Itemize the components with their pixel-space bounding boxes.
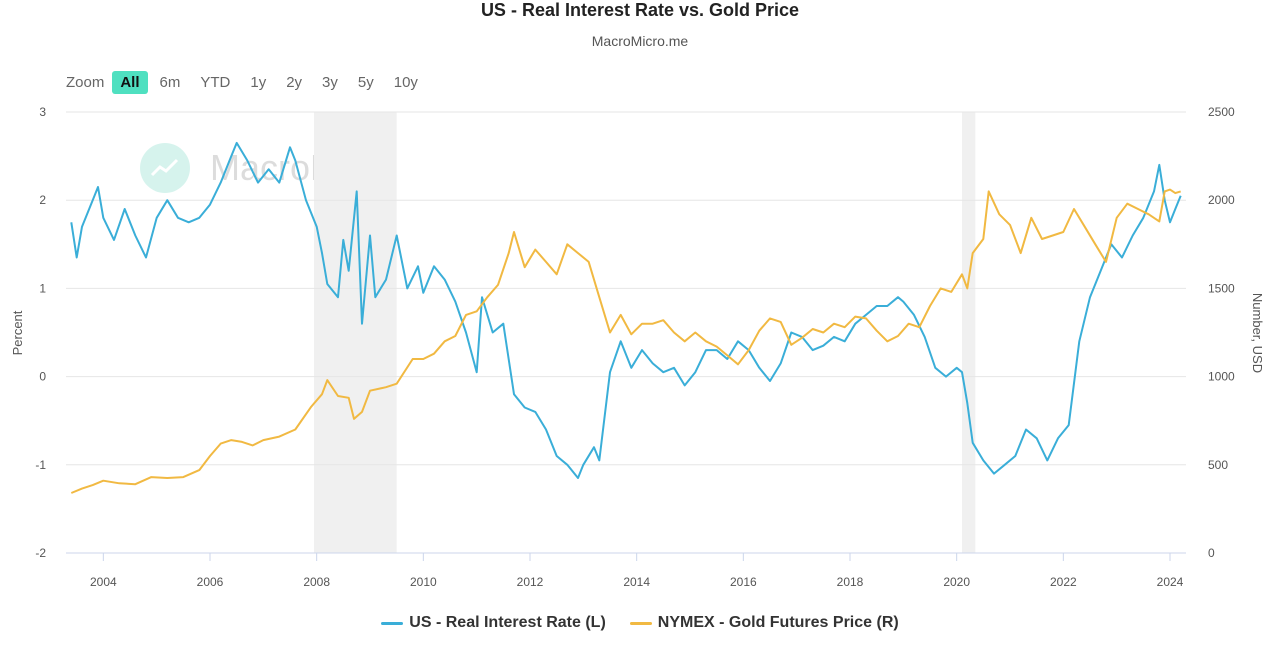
x-tick-label: 2006 — [197, 575, 224, 589]
y-left-tick-label: -2 — [35, 546, 46, 560]
zoom-button-5y[interactable]: 5y — [357, 73, 374, 91]
x-tick-label: 2008 — [303, 575, 330, 589]
y-left-tick-label: 2 — [39, 193, 46, 207]
x-tick-label: 2016 — [730, 575, 757, 589]
x-tick-label: 2014 — [623, 575, 650, 589]
legend: US - Real Interest Rate (L) NYMEX - Gold… — [0, 614, 1280, 632]
legend-label-real-rate: US - Real Interest Rate (L) — [409, 614, 606, 631]
recession-shade-0 — [314, 112, 397, 553]
x-tick-label: 2020 — [943, 575, 970, 589]
series-line-gold — [70, 188, 1182, 494]
y-left-tick-label: -1 — [35, 458, 46, 472]
y-right-tick-label: 2500 — [1208, 105, 1235, 119]
zoom-button-ytd[interactable]: YTD — [200, 73, 231, 91]
y-right-axis-title: Number, USD — [1250, 293, 1265, 373]
zoom-button-1y[interactable]: 1y — [250, 73, 267, 91]
x-tick-label: 2004 — [90, 575, 117, 589]
zoom-label: Zoom — [66, 73, 105, 91]
zoom-bar: Zoom All 6m YTD 1y 2y 3y 5y 10y — [66, 68, 430, 96]
chart-title: US - Real Interest Rate vs. Gold Price — [480, 0, 800, 20]
y-right-tick-label: 500 — [1208, 458, 1228, 472]
y-left-axis-title: Percent — [10, 310, 25, 355]
y-left-tick-label: 3 — [39, 105, 46, 119]
zoom-button-3y[interactable]: 3y — [322, 73, 338, 91]
recession-shade-1 — [962, 112, 976, 553]
legend-item-gold[interactable]: NYMEX - Gold Futures Price (R) — [629, 614, 899, 632]
legend-swatch-gold — [629, 621, 652, 625]
y-right-tick-label: 1000 — [1208, 370, 1235, 384]
zoom-button-2y[interactable]: 2y — [286, 73, 303, 91]
y-right-tick-label: 2000 — [1208, 193, 1235, 207]
x-tick-label: 2010 — [410, 575, 437, 589]
legend-label-gold: NYMEX - Gold Futures Price (R) — [657, 614, 899, 631]
x-tick-label: 2018 — [837, 575, 864, 589]
y-right-tick-label: 1500 — [1208, 281, 1235, 295]
y-right-tick-label: 0 — [1208, 546, 1215, 560]
watermark-logo-icon — [140, 143, 190, 193]
zoom-button-all[interactable]: All — [112, 70, 148, 94]
x-tick-label: 2024 — [1157, 575, 1184, 589]
chart-subtitle: MacroMicro.me — [591, 33, 689, 49]
y-left-tick-label: 0 — [39, 370, 46, 384]
series-line-real-rate — [70, 141, 1182, 479]
legend-swatch-real-rate — [381, 621, 404, 625]
x-tick-label: 2022 — [1050, 575, 1077, 589]
y-left-tick-label: 1 — [39, 281, 46, 295]
x-tick-label: 2012 — [517, 575, 544, 589]
zoom-button-10y[interactable]: 10y — [393, 73, 418, 91]
zoom-button-6m[interactable]: 6m — [159, 73, 181, 91]
legend-item-real-rate[interactable]: US - Real Interest Rate (L) — [381, 614, 606, 632]
